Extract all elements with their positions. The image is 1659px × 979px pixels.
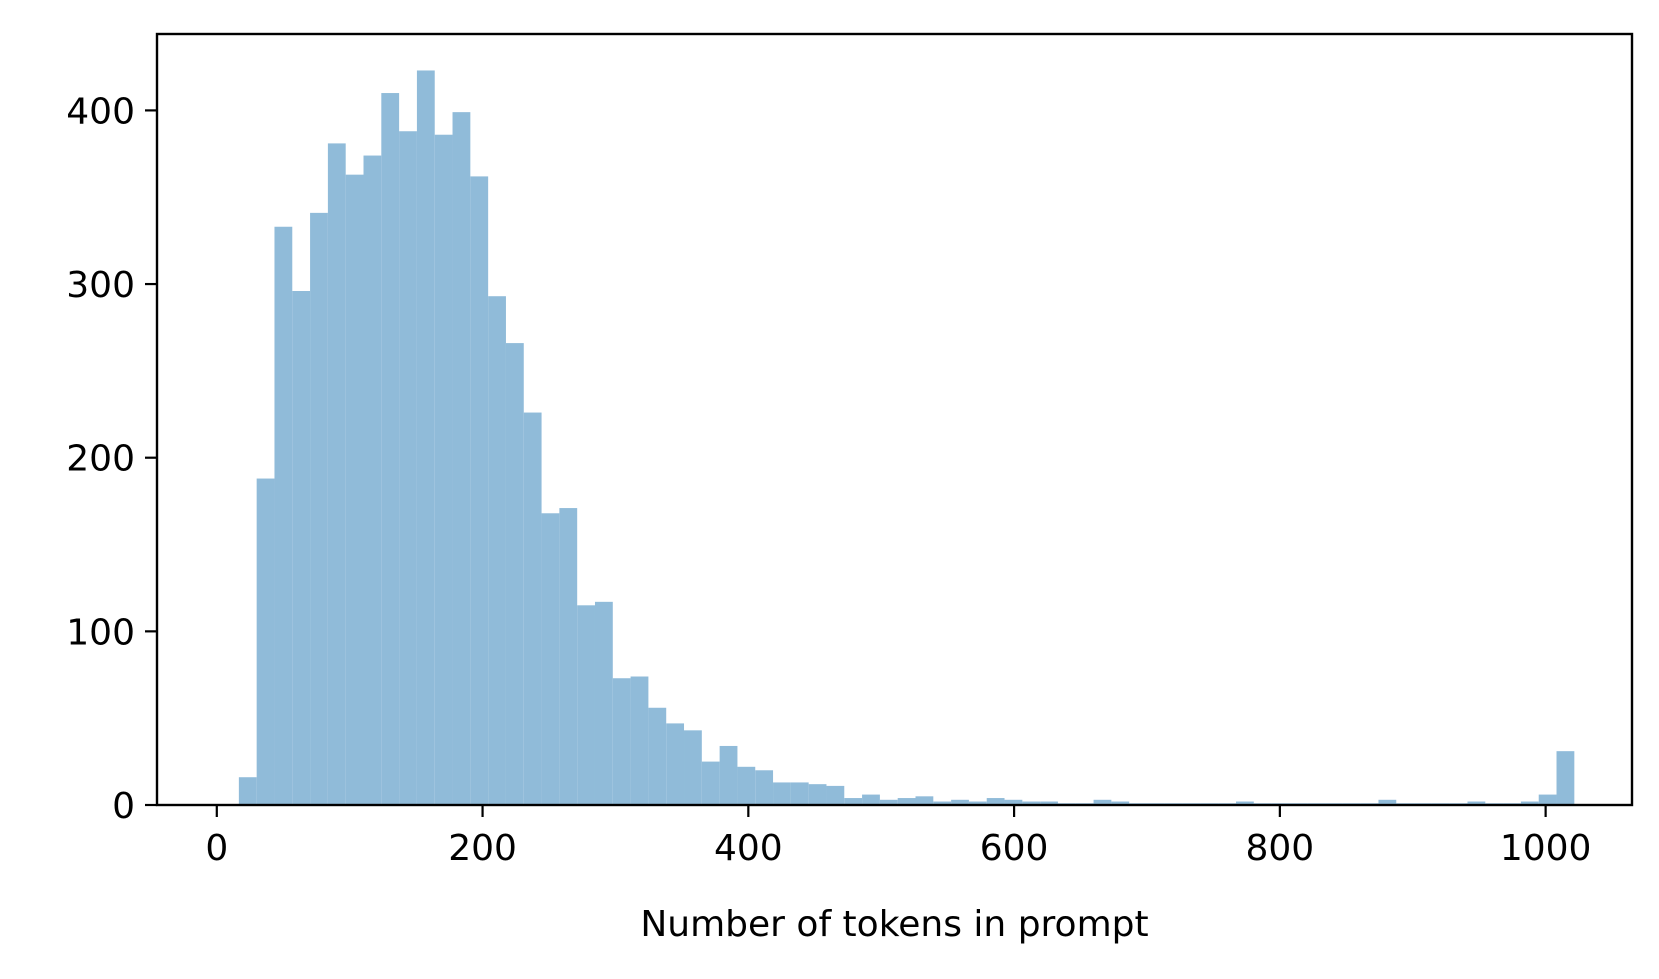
histogram-bar — [470, 176, 489, 805]
histogram-bar — [434, 134, 453, 806]
histogram-bar — [701, 761, 720, 805]
histogram-bar — [790, 782, 809, 805]
histogram-bar — [274, 226, 293, 805]
plot-frame — [155, 32, 1634, 807]
histogram-bar — [327, 143, 346, 805]
histogram-bar — [915, 796, 934, 805]
y-tick-label: 0 — [112, 786, 135, 827]
histogram-bar — [862, 794, 880, 805]
histogram-bar — [523, 412, 542, 805]
histogram-bar — [452, 112, 471, 805]
histogram-bar — [1538, 794, 1557, 805]
histogram-bar — [951, 799, 969, 805]
x-tick-label: 0 — [205, 828, 228, 869]
histogram-bar — [897, 798, 916, 805]
histogram-bar — [399, 131, 417, 806]
x-tick-label: 1000 — [1500, 828, 1592, 869]
y-tick-label: 100 — [66, 612, 135, 653]
x-tick-label: 800 — [1246, 828, 1315, 869]
histogram-bar — [594, 601, 613, 805]
histogram-bar — [1040, 801, 1058, 805]
bars-group — [238, 70, 1575, 806]
y-axis-ticks: 0 100 200 300 400 — [66, 91, 157, 827]
histogram-bar — [986, 798, 1005, 805]
histogram-bar — [1467, 801, 1486, 805]
histogram-bar — [773, 782, 791, 805]
x-tick-label: 200 — [448, 828, 517, 869]
histogram-bar — [416, 70, 435, 806]
histogram-bar — [1022, 801, 1041, 805]
histogram-bar — [1378, 799, 1397, 805]
histogram-bar — [648, 707, 667, 805]
histogram-bar — [737, 766, 756, 805]
histogram-bar — [488, 296, 506, 805]
histogram-bar — [1236, 801, 1254, 805]
histogram-bar — [1111, 801, 1130, 805]
y-tick-label: 400 — [66, 91, 135, 132]
histogram-bar — [684, 730, 702, 805]
histogram-bar — [808, 784, 827, 805]
histogram-bar — [879, 799, 898, 805]
histogram-bar — [541, 513, 560, 805]
x-tick-label: 600 — [980, 828, 1049, 869]
histogram-bar — [666, 723, 685, 805]
histogram-bar — [933, 801, 952, 805]
histogram-bar — [292, 291, 311, 805]
histogram-bar — [1556, 751, 1575, 805]
histogram-bar — [719, 745, 738, 805]
histogram-bar — [310, 212, 328, 806]
x-axis-label: Number of tokens in prompt — [640, 904, 1148, 945]
histogram-bar — [1520, 801, 1539, 805]
histogram-bar — [1004, 799, 1023, 805]
histogram-bar — [826, 785, 845, 805]
histogram-bar — [559, 508, 578, 805]
y-tick-label: 200 — [66, 439, 135, 480]
y-tick-label: 300 — [66, 265, 135, 306]
histogram-bar — [755, 770, 774, 805]
histogram-bar — [612, 678, 631, 805]
x-tick-label: 400 — [714, 828, 783, 869]
histogram-bar — [577, 605, 595, 805]
histogram-bar — [238, 777, 257, 805]
histogram-bar — [505, 343, 524, 805]
histogram-bar — [363, 155, 382, 806]
histogram-bar — [345, 174, 364, 805]
histogram-bar — [256, 478, 275, 805]
histogram-bar — [844, 798, 863, 805]
x-axis-ticks: 0 200 400 600 800 1000 — [205, 805, 1591, 869]
histogram-bar — [630, 676, 649, 805]
histogram-bar — [1093, 799, 1112, 805]
histogram-bar — [381, 93, 400, 806]
histogram-bar — [968, 801, 987, 805]
